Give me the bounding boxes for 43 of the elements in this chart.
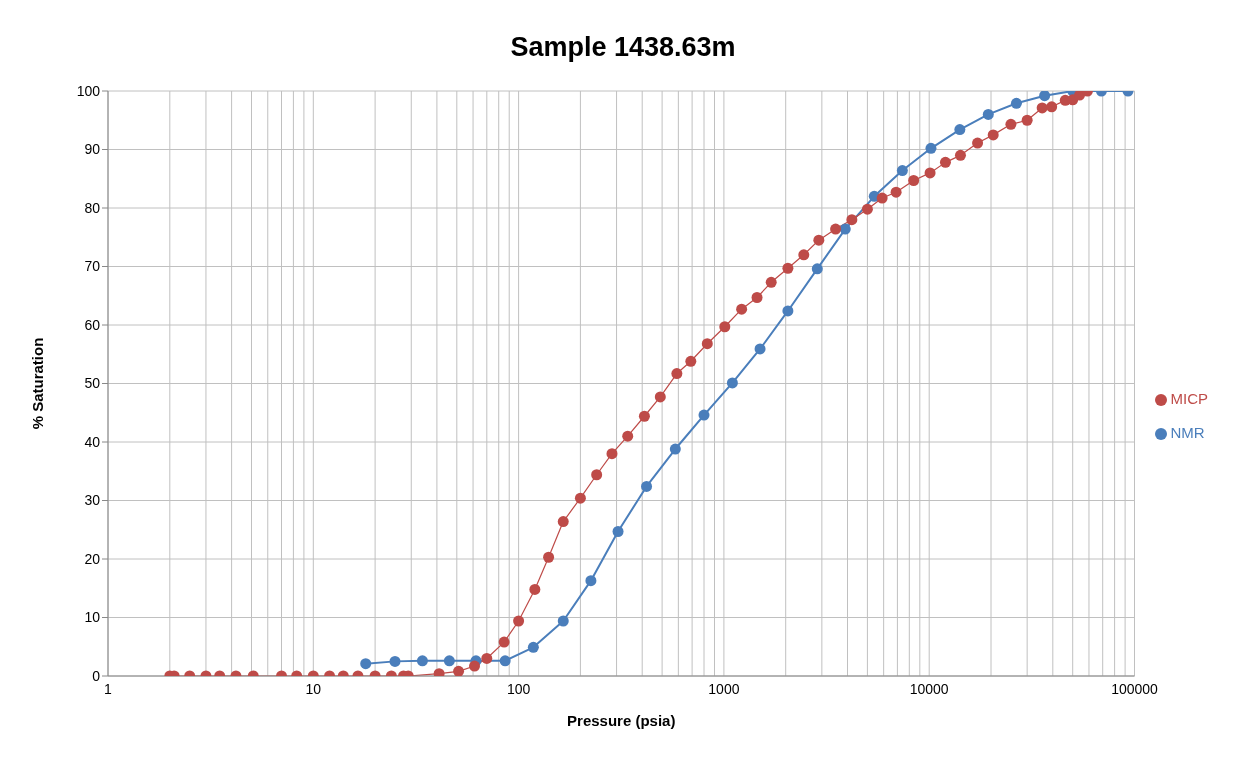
- point: [527, 641, 539, 653]
- point: [557, 615, 569, 627]
- x-tick-label: 10: [305, 680, 322, 697]
- point: [982, 108, 994, 120]
- y-tick-label: 80: [84, 199, 101, 216]
- x-tick-label: 100: [506, 680, 531, 697]
- point: [669, 443, 681, 455]
- y-tick-label: 90: [84, 141, 101, 158]
- point: [782, 305, 794, 317]
- point: [754, 343, 766, 355]
- y-tick-label: 20: [84, 550, 101, 567]
- point: [585, 575, 597, 587]
- point: [839, 223, 851, 235]
- y-tick-label: 70: [84, 258, 101, 275]
- y-tick-label: 100: [76, 82, 101, 99]
- y-tick-label: 30: [84, 492, 101, 509]
- point: [811, 263, 823, 275]
- y-tick-label: 10: [84, 609, 101, 626]
- point: [443, 655, 455, 667]
- point: [925, 142, 937, 154]
- chart-title: Sample 1438.63m: [510, 32, 736, 62]
- y-tick-label: 50: [84, 375, 101, 392]
- x-tick-label: 10000: [909, 680, 949, 697]
- y-tick-label: 0: [92, 667, 101, 684]
- point: [896, 165, 908, 177]
- point: [1010, 97, 1022, 109]
- y-tick-label: 60: [84, 316, 101, 333]
- point: [698, 409, 710, 421]
- point: [1039, 91, 1051, 102]
- x-axis-title: Pressure (psia): [567, 712, 676, 729]
- point: [612, 526, 624, 538]
- point: [641, 480, 653, 492]
- x-tick-label: 1000: [708, 680, 740, 697]
- y-tick-label: 40: [84, 433, 101, 450]
- point: [499, 655, 511, 667]
- point: [416, 655, 428, 667]
- x-tick-label: 100000: [1111, 680, 1159, 697]
- point: [954, 124, 966, 136]
- legend-label: MICP: [1170, 390, 1208, 407]
- legend-label: NMR: [1170, 424, 1205, 441]
- point: [726, 377, 738, 389]
- y-axis-title: % Saturation: [29, 337, 47, 430]
- x-tick-label: 1: [104, 680, 113, 697]
